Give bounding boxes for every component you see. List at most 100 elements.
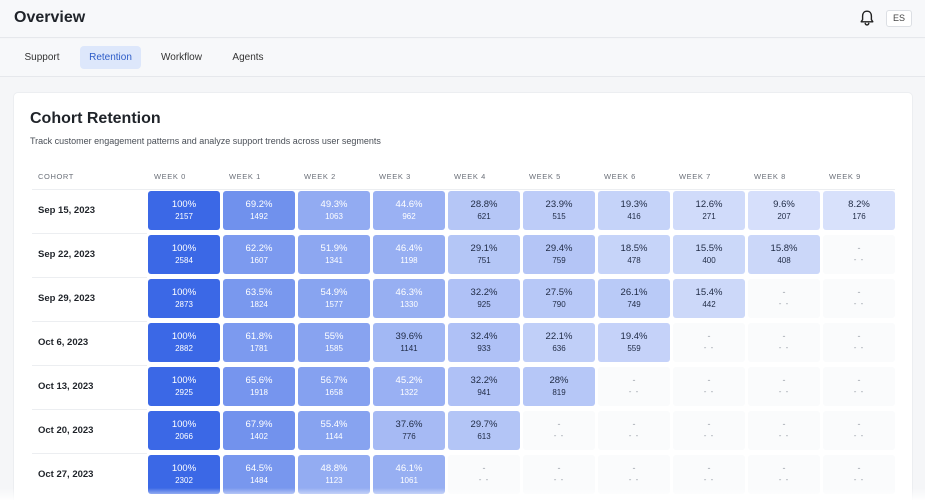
retention-cell[interactable]: 29.7% 613 [448, 411, 520, 450]
retention-cell[interactable]: 49.3% 1063 [298, 191, 370, 230]
retention-cell[interactable]: 100% 2584 [148, 235, 220, 274]
empty-percent: - [857, 419, 861, 429]
retention-percent: 62.2% [245, 243, 273, 254]
retention-count: 2584 [175, 256, 193, 265]
row-divider [32, 321, 147, 322]
retention-cell[interactable]: 15.8% 408 [748, 235, 820, 274]
retention-cell[interactable]: 28.8% 621 [448, 191, 520, 230]
row-divider [32, 365, 147, 366]
retention-percent: 15.5% [695, 243, 723, 254]
retention-cell[interactable]: 9.6% 207 [748, 191, 820, 230]
retention-count: 1492 [250, 212, 268, 221]
empty-count: - - [628, 431, 640, 440]
retention-cell[interactable]: 54.9% 1577 [298, 279, 370, 318]
retention-count: 2066 [175, 432, 193, 441]
retention-cell[interactable]: 51.9% 1341 [298, 235, 370, 274]
retention-count: 1198 [400, 256, 418, 265]
retention-cell[interactable]: 67.9% 1402 [223, 411, 295, 450]
empty-count: - - [778, 475, 790, 484]
app-title: Overview [14, 9, 86, 26]
retention-count: 621 [477, 212, 491, 221]
tab-retention[interactable]: Retention [80, 46, 141, 69]
retention-cell[interactable]: 27.5% 790 [523, 279, 595, 318]
week-header: WEEK 0 [154, 172, 186, 181]
retention-cell[interactable]: 23.9% 515 [523, 191, 595, 230]
retention-cell[interactable]: 18.5% 478 [598, 235, 670, 274]
retention-cell[interactable]: 100% 2925 [148, 367, 220, 406]
empty-percent: - [857, 243, 861, 253]
empty-count: - - [853, 475, 865, 484]
retention-cell[interactable]: 32.2% 941 [448, 367, 520, 406]
empty-percent: - [782, 331, 786, 341]
cohort-label: Sep 15, 2023 [38, 205, 96, 216]
retention-count: 559 [627, 344, 641, 353]
empty-cell: - - - [748, 323, 820, 362]
bottom-fade [0, 488, 925, 500]
retention-cell[interactable]: 69.2% 1492 [223, 191, 295, 230]
retention-percent: 29.4% [545, 243, 573, 254]
retention-count: 1063 [325, 212, 343, 221]
retention-cell[interactable]: 12.6% 271 [673, 191, 745, 230]
retention-cell[interactable]: 46.1% 1061 [373, 455, 445, 494]
retention-cell[interactable]: 19.4% 559 [598, 323, 670, 362]
retention-cell[interactable]: 15.4% 442 [673, 279, 745, 318]
retention-cell[interactable]: 100% 2882 [148, 323, 220, 362]
retention-cell[interactable]: 37.6% 776 [373, 411, 445, 450]
week-header: WEEK 8 [754, 172, 786, 181]
empty-count: - - [778, 431, 790, 440]
retention-cell[interactable]: 45.2% 1322 [373, 367, 445, 406]
tab-workflow[interactable]: Workflow [161, 52, 202, 63]
empty-cell: - - - [748, 367, 820, 406]
retention-cell[interactable]: 55.4% 1144 [298, 411, 370, 450]
retention-cell[interactable]: 19.3% 416 [598, 191, 670, 230]
tab-agents[interactable]: Agents [232, 52, 264, 63]
row-divider [32, 277, 147, 278]
empty-count: - - [703, 431, 715, 440]
week-header: WEEK 6 [604, 172, 636, 181]
retention-percent: 100% [171, 375, 197, 386]
retention-percent: 69.2% [245, 199, 273, 210]
language-button[interactable]: ES [886, 10, 912, 27]
empty-count: - - [853, 343, 865, 352]
retention-cell[interactable]: 29.1% 751 [448, 235, 520, 274]
retention-count: 207 [777, 212, 791, 221]
week-header: WEEK 1 [229, 172, 261, 181]
retention-cell[interactable]: 44.6% 962 [373, 191, 445, 230]
retention-cell[interactable]: 62.2% 1607 [223, 235, 295, 274]
retention-cell[interactable]: 100% 2157 [148, 191, 220, 230]
retention-cell[interactable]: 22.1% 636 [523, 323, 595, 362]
retention-cell[interactable]: 100% 2873 [148, 279, 220, 318]
empty-percent: - [857, 463, 861, 473]
retention-cell[interactable]: 56.7% 1658 [298, 367, 370, 406]
retention-percent: 61.8% [245, 331, 273, 342]
empty-cell: - - - [748, 411, 820, 450]
retention-cell[interactable]: 100% 2066 [148, 411, 220, 450]
retention-cell[interactable]: 29.4% 759 [523, 235, 595, 274]
retention-cell[interactable]: 15.5% 400 [673, 235, 745, 274]
retention-count: 2925 [175, 388, 193, 397]
retention-cell[interactable]: 8.2% 176 [823, 191, 895, 230]
retention-percent: 39.6% [395, 331, 423, 342]
retention-cell[interactable]: 55% 1585 [298, 323, 370, 362]
retention-cell[interactable]: 48.8% 1123 [298, 455, 370, 494]
tab-support[interactable]: Support [24, 52, 60, 63]
retention-cell[interactable]: 63.5% 1824 [223, 279, 295, 318]
empty-percent: - [707, 463, 711, 473]
retention-cell[interactable]: 61.8% 1781 [223, 323, 295, 362]
bell-icon[interactable] [858, 9, 876, 27]
retention-cell[interactable]: 46.3% 1330 [373, 279, 445, 318]
card-subtitle: Track customer engagement patterns and a… [30, 136, 381, 146]
retention-cell[interactable]: 32.2% 925 [448, 279, 520, 318]
retention-cell[interactable]: 100% 2302 [148, 455, 220, 494]
retention-cell[interactable]: 28% 819 [523, 367, 595, 406]
retention-cell[interactable]: 46.4% 1198 [373, 235, 445, 274]
retention-percent: 32.2% [470, 287, 498, 298]
retention-cell[interactable]: 26.1% 749 [598, 279, 670, 318]
retention-cell[interactable]: 64.5% 1484 [223, 455, 295, 494]
retention-cell[interactable]: 39.6% 1141 [373, 323, 445, 362]
retention-cell[interactable]: 65.6% 1918 [223, 367, 295, 406]
retention-percent: 23.9% [545, 199, 573, 210]
cohort-label: Oct 13, 2023 [38, 381, 94, 392]
retention-cell[interactable]: 32.4% 933 [448, 323, 520, 362]
retention-count: 925 [477, 300, 491, 309]
